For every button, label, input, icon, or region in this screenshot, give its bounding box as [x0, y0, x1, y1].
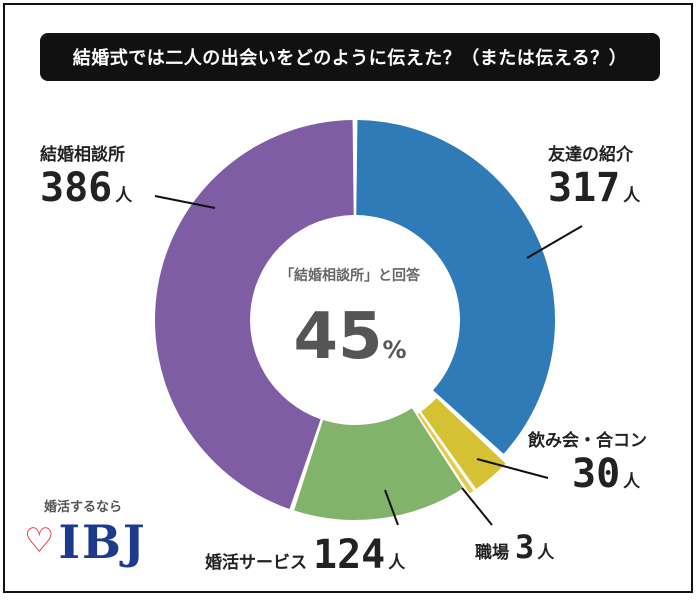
leader-line-konkatsu-service [384, 489, 399, 526]
label-friend-intro-name: 友達の紹介 [548, 145, 633, 165]
leader-line-marriage-agency [154, 195, 216, 209]
center-percentage: 45% [250, 300, 450, 374]
chart-frame [3, 3, 693, 593]
brand-logo: IBJ [58, 515, 147, 569]
center-percent-unit: % [382, 336, 407, 364]
slice-drinking-party [421, 398, 506, 489]
label-drinking-party-value: 30 [572, 451, 621, 497]
label-unit: 人 [623, 186, 641, 206]
slice-friend-intro [356, 120, 555, 454]
label-konkatsu-service-value: 124 [313, 532, 386, 578]
center-caption: 「結婚相談所」と回答 [280, 268, 420, 284]
label-konkatsu-service: 婚活サービス 124 人 [205, 532, 405, 578]
label-drinking-party-name: 飲み会・合コン [528, 431, 647, 451]
leader-line-workplace [461, 487, 493, 526]
heart-icon: ♡ [24, 521, 55, 561]
label-friend-intro: 友達の紹介 317 人 [548, 140, 640, 211]
label-marriage-agency: 結婚相談所 386 人 [40, 140, 132, 211]
label-workplace-name: 職場 [475, 543, 509, 563]
slice-workplace [417, 412, 474, 494]
brand-tagline: 婚活するなら [44, 500, 123, 515]
slice-marriage-agency [154, 120, 354, 509]
chart-title: 結婚式では二人の出会いをどのように伝えた？（または伝える？） [40, 33, 660, 81]
center-percent-value: 45 [293, 300, 383, 374]
leader-line-friend-intro [526, 225, 583, 259]
label-workplace: 職場 3 人 [475, 528, 554, 566]
label-marriage-agency-value: 386 [40, 165, 113, 211]
brand-block: 婚活するなら ♡IBJ [24, 496, 164, 569]
label-friend-intro-value: 317 [548, 165, 621, 211]
label-marriage-agency-name: 結婚相談所 [40, 145, 125, 165]
label-unit: 人 [537, 543, 555, 563]
label-unit: 人 [388, 553, 406, 573]
label-drinking-party: 飲み会・合コン 30 人 [528, 426, 647, 497]
slice-konkatsu-service [294, 408, 464, 520]
label-konkatsu-service-name: 婚活サービス [205, 553, 307, 573]
leader-line-drinking-party [476, 458, 549, 479]
label-unit: 人 [623, 472, 641, 492]
label-unit: 人 [115, 186, 133, 206]
label-workplace-value: 3 [515, 528, 535, 566]
